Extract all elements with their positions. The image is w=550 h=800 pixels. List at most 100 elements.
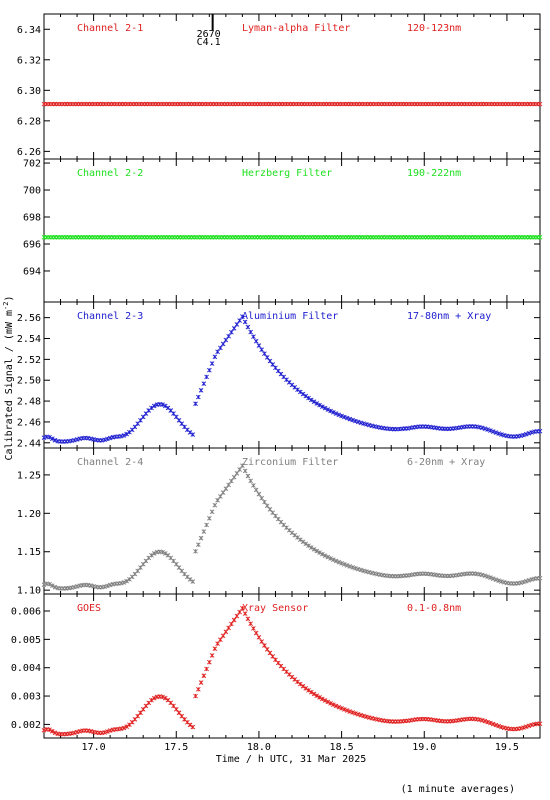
data-point bbox=[135, 713, 141, 719]
data-point bbox=[195, 394, 201, 400]
data-point bbox=[74, 729, 80, 735]
data-point bbox=[212, 502, 218, 508]
series-1 bbox=[41, 101, 543, 107]
data-point bbox=[160, 694, 165, 700]
data-point bbox=[496, 723, 501, 729]
y-tick-label: 6.32 bbox=[17, 55, 41, 66]
y-tick-label: 2.56 bbox=[17, 313, 41, 324]
data-point bbox=[105, 436, 110, 442]
data-point bbox=[124, 724, 129, 729]
data-point bbox=[162, 551, 168, 556]
y-axis-label-exp: -2 bbox=[2, 302, 10, 310]
y-tick-label: 700 bbox=[23, 186, 41, 197]
data-point bbox=[317, 402, 322, 408]
filter-label: Xray Sensor bbox=[242, 603, 308, 614]
data-point bbox=[204, 666, 209, 672]
data-point bbox=[160, 549, 165, 555]
y-tick-label: 0.005 bbox=[11, 635, 41, 646]
data-point bbox=[331, 409, 336, 415]
data-point bbox=[493, 722, 499, 728]
data-point bbox=[339, 413, 344, 419]
y-tick-label: 6.28 bbox=[17, 116, 41, 127]
series-2 bbox=[41, 234, 543, 240]
data-point bbox=[479, 572, 485, 578]
data-point bbox=[259, 639, 265, 644]
x-tick-label: 17.0 bbox=[82, 742, 106, 753]
data-point bbox=[220, 341, 226, 347]
data-point bbox=[207, 367, 212, 373]
data-point bbox=[344, 563, 350, 568]
data-point bbox=[240, 605, 245, 611]
x-axis-label: Time / h UTC, 31 Mar 2025 bbox=[216, 754, 367, 765]
x-tick-label: 18.5 bbox=[330, 742, 354, 753]
data-point bbox=[333, 703, 339, 709]
panel-frame bbox=[43, 158, 541, 303]
data-point bbox=[256, 635, 262, 640]
data-point bbox=[198, 388, 204, 393]
data-point bbox=[102, 437, 107, 443]
data-point bbox=[264, 503, 270, 509]
panel-4: 1.10 1.15 1.20 1.25 Channel 2-4 Zirconium Fil… bbox=[17, 447, 543, 597]
data-point bbox=[300, 683, 306, 689]
data-point bbox=[173, 706, 179, 712]
data-point bbox=[149, 405, 154, 411]
data-point bbox=[234, 322, 240, 327]
data-point bbox=[358, 567, 364, 573]
data-point bbox=[195, 686, 201, 692]
data-point bbox=[526, 723, 532, 729]
channel-label: Channel 2-4 bbox=[77, 457, 143, 468]
x-tick-label: 17.5 bbox=[164, 742, 188, 753]
data-point bbox=[234, 613, 240, 619]
data-point bbox=[339, 560, 344, 566]
data-point bbox=[41, 435, 47, 441]
data-point bbox=[319, 551, 325, 557]
data-point bbox=[41, 727, 47, 733]
data-point bbox=[121, 725, 127, 731]
data-point bbox=[485, 574, 490, 579]
data-point bbox=[253, 338, 259, 344]
data-point bbox=[499, 579, 504, 584]
data-point bbox=[347, 416, 353, 422]
data-point bbox=[523, 578, 529, 584]
data-point bbox=[88, 436, 94, 442]
data-point bbox=[160, 402, 165, 407]
data-point bbox=[226, 482, 231, 488]
data-point bbox=[248, 329, 253, 335]
y-tick-label: 1.10 bbox=[17, 586, 41, 597]
data-point bbox=[325, 554, 331, 560]
data-point bbox=[242, 468, 248, 474]
data-point bbox=[138, 418, 143, 423]
data-point bbox=[162, 403, 168, 409]
data-point bbox=[328, 700, 333, 706]
y-tick-label: 2.52 bbox=[17, 355, 41, 366]
y-tick-label: 6.26 bbox=[17, 147, 41, 158]
data-point bbox=[124, 578, 129, 584]
y-tick-label: 0.004 bbox=[11, 663, 41, 674]
data-point bbox=[209, 509, 215, 515]
data-point bbox=[138, 710, 143, 716]
filter-label: Zirconium Filter bbox=[242, 457, 338, 468]
data-point bbox=[71, 437, 77, 443]
data-point bbox=[521, 432, 526, 438]
data-point bbox=[353, 418, 358, 424]
channel-label: Channel 2-3 bbox=[77, 311, 143, 322]
data-point bbox=[209, 653, 215, 658]
data-point bbox=[488, 575, 493, 580]
data-point bbox=[256, 491, 262, 497]
data-point bbox=[364, 422, 369, 427]
data-point bbox=[190, 432, 196, 437]
data-point bbox=[105, 583, 110, 589]
band-label: 120-123nm bbox=[407, 23, 461, 34]
data-point bbox=[209, 361, 215, 366]
data-point bbox=[353, 711, 358, 716]
data-point bbox=[240, 314, 245, 319]
data-point bbox=[220, 633, 226, 639]
data-point bbox=[308, 545, 314, 550]
data-point bbox=[344, 415, 350, 421]
data-point bbox=[306, 687, 311, 693]
data-point bbox=[52, 437, 58, 443]
panels: 6.26 6.28 6.30 6.32 6.34 Channel 2-1 Lyman-alp… bbox=[11, 13, 543, 753]
band-label: 190-222nm bbox=[407, 168, 461, 179]
data-point bbox=[361, 421, 366, 426]
